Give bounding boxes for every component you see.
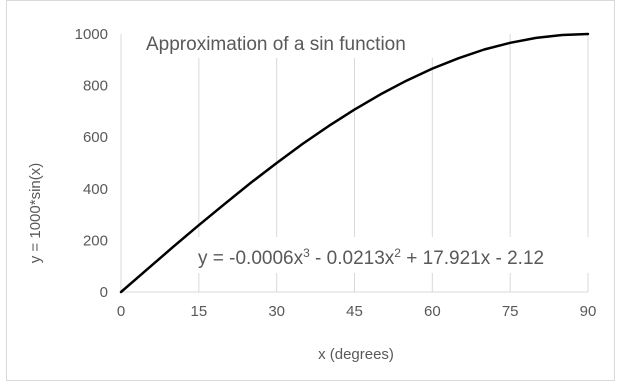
x-tick-label: 0 [117, 303, 125, 320]
equation-prefix: y = -0.0006x [198, 248, 304, 269]
chart-frame [6, 0, 615, 381]
axes [120, 34, 588, 293]
y-tick-label: 0 [100, 284, 108, 301]
trendline-equation: y = -0.0006x3 - 0.0213x2 + 17.921x - 2.1… [198, 246, 544, 269]
equation-background [193, 237, 603, 273]
y-tick-label: 200 [83, 232, 108, 249]
x-tick-label: 45 [346, 303, 363, 320]
x-tick-label: 60 [424, 303, 441, 320]
x-tick-label: 15 [190, 303, 207, 320]
y-tick-label: 400 [83, 181, 108, 198]
y-axis-label: y = 1000*sin(x) [27, 163, 44, 263]
y-tick-label: 1000 [75, 26, 108, 43]
tick-labels: 0 15 30 45 60 75 90 0 200 400 600 800 1000 [75, 26, 597, 320]
chart-title: Approximation of a sin function [146, 34, 406, 55]
equation-exponent-3: 3 [303, 246, 310, 260]
x-tick-label: 75 [502, 303, 519, 320]
equation-middle: - 0.0213x [310, 248, 395, 269]
equation-exponent-2: 2 [394, 246, 401, 260]
y-tick-label: 800 [83, 78, 108, 95]
equation-suffix: + 17.921x - 2.12 [401, 248, 544, 269]
x-axis-label: x (degrees) [318, 346, 394, 363]
series-line [119, 32, 590, 294]
x-tick-label: 90 [580, 303, 597, 320]
x-tick-label: 30 [268, 303, 285, 320]
series-layer [119, 32, 590, 294]
title-background [133, 28, 445, 58]
y-tick-label: 600 [83, 129, 108, 146]
